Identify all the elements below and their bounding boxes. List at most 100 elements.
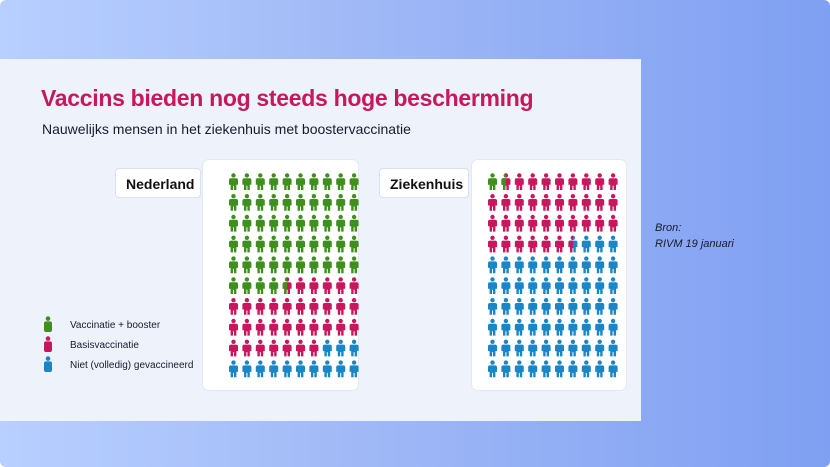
person-body bbox=[501, 261, 511, 274]
person-icon bbox=[282, 235, 292, 253]
person-body bbox=[608, 240, 618, 253]
person-body bbox=[595, 303, 605, 315]
person-icon bbox=[608, 256, 618, 274]
person-icon bbox=[349, 360, 359, 378]
person-body bbox=[555, 240, 564, 253]
person-body bbox=[568, 199, 578, 211]
person-body bbox=[608, 303, 618, 315]
person-icon bbox=[555, 173, 564, 190]
person-icon bbox=[595, 298, 605, 315]
person-body bbox=[349, 240, 359, 253]
person-body bbox=[242, 219, 252, 232]
person-head bbox=[530, 298, 535, 303]
person-icon bbox=[242, 277, 252, 294]
person-head bbox=[610, 298, 616, 303]
person-icon bbox=[581, 214, 591, 232]
person-body bbox=[309, 344, 319, 357]
person-body bbox=[349, 199, 359, 211]
person-body bbox=[501, 219, 511, 232]
person-body bbox=[555, 261, 564, 274]
person-head bbox=[284, 214, 290, 220]
person-icon bbox=[541, 194, 551, 211]
person-head bbox=[610, 235, 616, 240]
person-icon bbox=[581, 339, 591, 357]
person-icon bbox=[309, 173, 319, 190]
person-body bbox=[349, 365, 359, 378]
person-head bbox=[557, 235, 562, 240]
person-icon bbox=[501, 360, 511, 378]
person-head bbox=[298, 298, 303, 303]
person-body bbox=[296, 178, 305, 190]
person-icon bbox=[555, 194, 564, 211]
person-body bbox=[595, 323, 605, 336]
person-icon bbox=[336, 235, 346, 253]
person-head bbox=[231, 256, 236, 261]
person-icon bbox=[501, 318, 511, 336]
person-icon bbox=[282, 173, 292, 190]
nederland-grid-card bbox=[203, 160, 358, 390]
person-body bbox=[568, 282, 578, 294]
person-icon bbox=[541, 173, 551, 190]
person-icon bbox=[255, 214, 265, 232]
person-body bbox=[528, 282, 538, 294]
person-head bbox=[517, 173, 522, 178]
person-body bbox=[608, 199, 618, 211]
person-icon bbox=[568, 194, 578, 211]
person-body bbox=[514, 365, 524, 378]
person-head bbox=[517, 298, 522, 303]
person-icon bbox=[595, 277, 605, 294]
person-head bbox=[557, 318, 562, 324]
page-title: Vaccins bieden nog steeds hoge beschermi… bbox=[41, 85, 534, 111]
person-body bbox=[568, 303, 578, 315]
person-head bbox=[311, 214, 317, 220]
person-head bbox=[325, 214, 330, 220]
person-body bbox=[282, 240, 292, 253]
person-head bbox=[271, 339, 276, 344]
person-body bbox=[581, 365, 591, 378]
person-body bbox=[269, 261, 279, 274]
person-icon bbox=[296, 214, 305, 232]
person-body bbox=[528, 344, 538, 357]
person-icon bbox=[242, 256, 252, 274]
person-head bbox=[311, 235, 317, 240]
person-head bbox=[284, 360, 290, 365]
person-icon bbox=[514, 360, 524, 378]
person-head bbox=[284, 235, 290, 240]
person-body bbox=[242, 344, 252, 357]
person-icon bbox=[336, 277, 346, 294]
person-head bbox=[557, 173, 562, 178]
person-body bbox=[322, 344, 332, 357]
person-body bbox=[528, 365, 538, 378]
person-icon bbox=[555, 256, 564, 274]
person-body bbox=[514, 261, 524, 274]
person-body bbox=[528, 303, 538, 315]
person-body bbox=[269, 303, 279, 315]
person-icon bbox=[541, 214, 551, 232]
person-icon-head bbox=[45, 356, 51, 361]
person-head bbox=[543, 173, 549, 178]
person-icon bbox=[488, 256, 497, 274]
person-icon bbox=[269, 360, 279, 378]
person-icon bbox=[595, 339, 605, 357]
person-icon bbox=[581, 318, 591, 336]
person-head bbox=[584, 173, 589, 178]
person-body bbox=[242, 199, 252, 211]
person-icon bbox=[282, 277, 292, 294]
person-icon bbox=[488, 173, 497, 190]
person-head bbox=[244, 256, 250, 261]
person-icon bbox=[349, 339, 359, 357]
person-body bbox=[595, 282, 605, 294]
person-head bbox=[284, 277, 288, 282]
person-head bbox=[597, 298, 602, 303]
person-icon bbox=[595, 235, 605, 253]
pictogram-nederland bbox=[229, 173, 359, 378]
person-head bbox=[490, 235, 495, 240]
person-body bbox=[608, 178, 618, 190]
person-body bbox=[336, 303, 346, 315]
person-head bbox=[503, 339, 509, 344]
person-head bbox=[517, 339, 522, 344]
person-icon bbox=[488, 194, 497, 211]
person-icon bbox=[309, 214, 319, 232]
